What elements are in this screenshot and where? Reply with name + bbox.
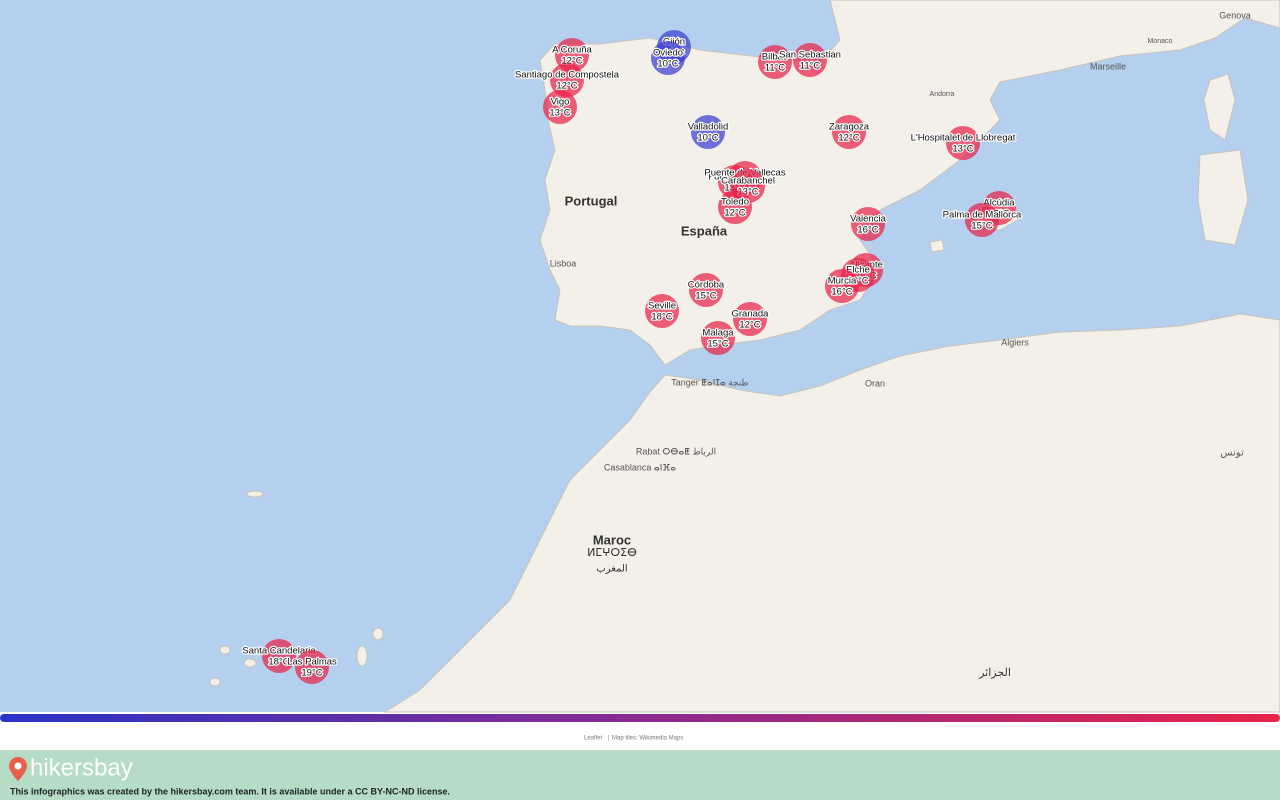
city-temp: 12°C bbox=[838, 133, 859, 144]
city-temp: 16°C bbox=[831, 287, 852, 298]
canary-islands bbox=[209, 490, 384, 687]
land-europe bbox=[539, 0, 1280, 366]
city-marker[interactable] bbox=[262, 639, 296, 673]
city-marker[interactable] bbox=[718, 190, 752, 224]
city-name: Malaga bbox=[702, 328, 734, 339]
city-marker[interactable] bbox=[645, 294, 679, 328]
city-temp: 13°C bbox=[952, 144, 973, 155]
place-label: Portugal bbox=[565, 193, 618, 208]
place-label: Tanger ⵟⴰⵏⵊⴰ طنجة bbox=[671, 377, 748, 387]
city-temp: 13°C bbox=[549, 108, 570, 119]
land-ibiza bbox=[929, 239, 945, 253]
city-temp: 12°C bbox=[739, 320, 760, 331]
place-label: الجزائر bbox=[978, 667, 1011, 679]
city-name: Toledo bbox=[721, 197, 749, 208]
attribution-bar bbox=[0, 722, 1280, 750]
city-name: Palma de Mallorca bbox=[943, 210, 1022, 221]
city-marker[interactable] bbox=[689, 273, 723, 307]
city-name: Córdoba bbox=[688, 280, 725, 291]
city-name: Valencia bbox=[850, 214, 886, 225]
city-temp: 12°C bbox=[724, 208, 745, 219]
city-name: Granada bbox=[732, 309, 770, 320]
city-name: San Sebastian bbox=[779, 50, 841, 61]
city-temp: 18°C bbox=[651, 312, 672, 323]
city-name: Oviedo bbox=[653, 48, 683, 59]
place-label: Oran bbox=[865, 378, 885, 388]
city-marker[interactable] bbox=[701, 321, 735, 355]
place-label: España bbox=[681, 223, 728, 238]
brand-logo[interactable]: hikersbay bbox=[30, 754, 133, 781]
city-temp: 15°C bbox=[695, 291, 716, 302]
place-label: Casablanca ⴰⵏⴼⴰ bbox=[604, 462, 676, 472]
place-label: تونس bbox=[1220, 448, 1244, 459]
place-label: Marseille bbox=[1090, 61, 1126, 71]
footer bbox=[0, 750, 1280, 800]
city-temp: 18°C bbox=[268, 657, 289, 668]
place-label: Andorra bbox=[930, 91, 955, 98]
temperature-scale bbox=[0, 714, 1280, 722]
city-name: Santa Candelaria bbox=[242, 646, 316, 657]
city-name: Santiago de Compostela bbox=[515, 70, 620, 81]
city-temp: 11°C bbox=[800, 61, 821, 72]
place-label: Genova bbox=[1219, 10, 1251, 20]
place-label: Monaco bbox=[1148, 38, 1173, 45]
license-text: This infographics was created by the hik… bbox=[10, 786, 450, 796]
city-marker[interactable] bbox=[758, 45, 792, 79]
city-name: Seville bbox=[648, 301, 676, 312]
city-name: Vigo bbox=[551, 97, 570, 108]
city-marker[interactable] bbox=[691, 115, 725, 149]
city-name: A Coruña bbox=[552, 45, 592, 56]
attribution-leaflet[interactable]: Leaflet bbox=[584, 736, 602, 742]
city-temp: 11°C bbox=[765, 63, 786, 74]
place-label: المغرب bbox=[596, 564, 627, 575]
city-temp: 15°C bbox=[971, 221, 992, 232]
city-marker[interactable] bbox=[550, 63, 584, 97]
city-name: Zaragoza bbox=[829, 122, 870, 133]
city-name: Murcia bbox=[828, 276, 857, 287]
place-label: Algiers bbox=[1001, 337, 1029, 347]
place-label: Lisboa bbox=[550, 258, 577, 268]
city-marker[interactable] bbox=[825, 269, 859, 303]
land-africa bbox=[383, 313, 1280, 713]
city-name: L'Hospitalet de Llobregat bbox=[911, 133, 1016, 144]
city-marker[interactable] bbox=[965, 203, 999, 237]
attribution-separator: | bbox=[608, 736, 610, 742]
logo-pin bbox=[9, 757, 27, 781]
city-marker[interactable] bbox=[793, 43, 827, 77]
land-sardinia bbox=[1197, 149, 1249, 246]
city-name: Bilbao bbox=[762, 52, 788, 63]
city-temp: 16°C bbox=[857, 225, 878, 236]
city-marker[interactable] bbox=[543, 90, 577, 124]
city-marker[interactable] bbox=[733, 302, 767, 336]
place-label: Rabat ⵔⴱⴰⵟ الرباط bbox=[636, 446, 716, 457]
city-marker[interactable] bbox=[946, 126, 980, 160]
city-name: Valladolid bbox=[688, 122, 729, 133]
attribution-tiles[interactable]: Map tiles: Wikimedia Maps bbox=[612, 736, 683, 742]
land-corsica bbox=[1203, 73, 1236, 141]
place-label: Maroc bbox=[593, 532, 631, 547]
city-name: Las Palmas bbox=[287, 657, 337, 668]
place-label: ⵍⵎⵖⵔⵉⴱ bbox=[587, 547, 637, 559]
city-temp: 10°C bbox=[657, 59, 678, 70]
city-marker[interactable] bbox=[832, 115, 866, 149]
city-marker[interactable] bbox=[651, 41, 685, 75]
city-marker[interactable] bbox=[851, 207, 885, 241]
city-temp: 15°C bbox=[707, 339, 728, 350]
city-temp: 19°C bbox=[301, 668, 322, 679]
city-temp: 10°C bbox=[697, 133, 718, 144]
city-marker[interactable] bbox=[295, 650, 329, 684]
city-name: Carabanchel bbox=[721, 176, 775, 187]
city-temp: 12°C bbox=[556, 81, 577, 92]
